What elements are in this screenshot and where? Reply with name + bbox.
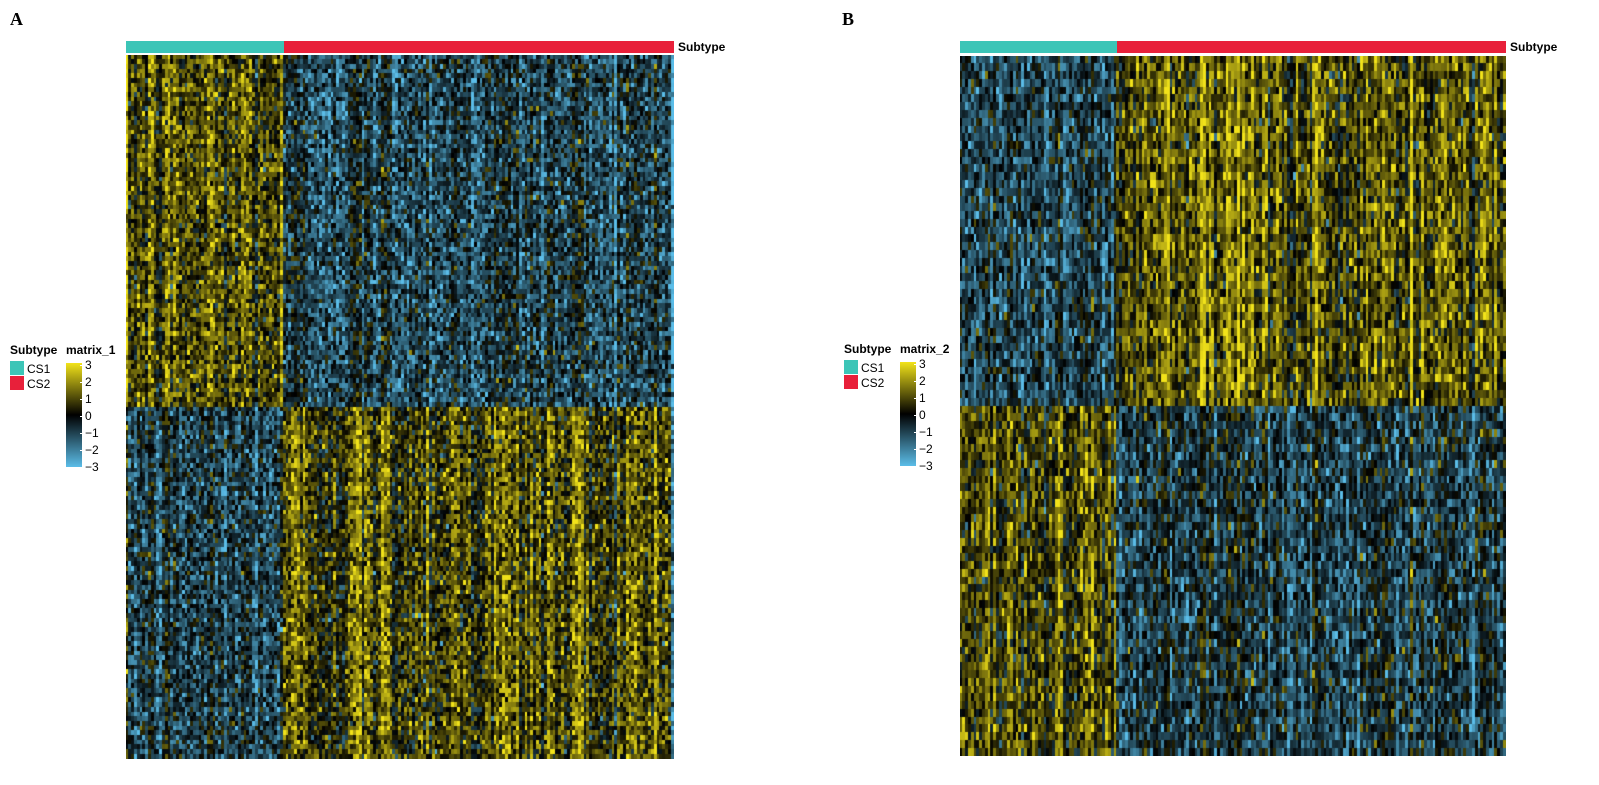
legend-swatch-cs2-b bbox=[844, 375, 858, 389]
colorbar-tick-a: 1 bbox=[80, 392, 92, 406]
colorbar-tick-b: −1 bbox=[914, 425, 933, 439]
colorbar-tick-a: −2 bbox=[80, 443, 99, 457]
annotation-title-a: Subtype bbox=[678, 40, 726, 54]
legend-swatch-cs1-a bbox=[10, 361, 24, 375]
colorbar-title-b: matrix_2 bbox=[900, 342, 950, 356]
panel-label-b: B bbox=[842, 9, 855, 29]
colorbar-tick-a: 3 bbox=[80, 358, 92, 372]
legend-label-cs1-b: CS1 bbox=[861, 361, 885, 375]
subtype-annotation-cs2-b bbox=[1117, 41, 1506, 53]
heatmap-matrix-2 bbox=[960, 56, 1506, 756]
heatmap-matrix-1 bbox=[126, 55, 674, 759]
legend-swatch-cs2-a bbox=[10, 376, 24, 390]
colorbar-tick-a: 0 bbox=[80, 409, 92, 423]
legend-label-cs2-a: CS2 bbox=[27, 377, 51, 391]
colorbar-tick-a: −1 bbox=[80, 426, 99, 440]
colorbar-tick-b: 1 bbox=[914, 391, 926, 405]
legend-label-cs2-b: CS2 bbox=[861, 376, 885, 390]
subtype-annotation-cs2-a bbox=[283, 41, 674, 53]
colorbar-tick-b: 3 bbox=[914, 357, 926, 371]
colorbar-tick-b: 0 bbox=[914, 408, 926, 422]
colorbar-tick-a: −3 bbox=[80, 460, 99, 474]
legend-swatch-cs1-b bbox=[844, 360, 858, 374]
subtype-annotation-cs1-a bbox=[126, 41, 284, 53]
subtype-annotation-bar-b bbox=[960, 41, 1506, 53]
annotation-title-b: Subtype bbox=[1510, 40, 1558, 54]
colorbar-a bbox=[66, 363, 82, 467]
subtype-annotation-cs1-b bbox=[960, 41, 1118, 53]
colorbar-tick-b: −2 bbox=[914, 442, 933, 456]
colorbar-tick-a: 2 bbox=[80, 375, 92, 389]
subtype-legend-title-a: Subtype bbox=[10, 343, 58, 357]
legend-label-cs1-a: CS1 bbox=[27, 362, 51, 376]
colorbar-b bbox=[900, 362, 916, 466]
colorbar-tick-b: 2 bbox=[914, 374, 926, 388]
colorbar-title-a: matrix_1 bbox=[66, 343, 116, 357]
panel-label-a: A bbox=[10, 9, 23, 29]
subtype-legend-title-b: Subtype bbox=[844, 342, 892, 356]
subtype-annotation-bar-a bbox=[126, 41, 674, 53]
colorbar-tick-b: −3 bbox=[914, 459, 933, 473]
